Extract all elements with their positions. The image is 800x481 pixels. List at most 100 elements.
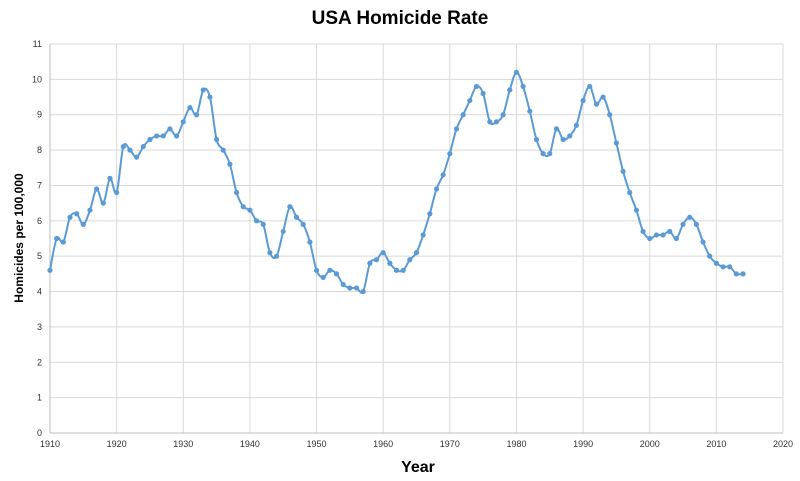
data-point [194, 112, 200, 118]
series-line [49, 71, 744, 294]
data-point [140, 143, 146, 150]
data-point [67, 214, 73, 220]
data-point [633, 207, 640, 213]
data-point [114, 189, 120, 196]
x-tick-label: 2000 [640, 439, 660, 449]
data-point [687, 214, 693, 220]
data-point [380, 250, 386, 256]
data-point [607, 112, 613, 118]
data-point [647, 235, 653, 242]
data-point [453, 126, 460, 132]
series-layer [47, 69, 746, 295]
y-tick-label: 4 [37, 287, 42, 297]
data-point [360, 288, 366, 295]
gridlines [50, 43, 784, 433]
data-point [353, 285, 360, 291]
data-point [613, 140, 620, 146]
data-point [60, 239, 66, 245]
x-tick-label: 1920 [107, 439, 127, 449]
data-point [593, 101, 600, 107]
data-point [487, 119, 493, 125]
data-point [707, 253, 713, 259]
data-point [333, 271, 340, 277]
data-point [447, 151, 453, 157]
y-tick-label: 9 [37, 110, 42, 120]
data-point [287, 204, 293, 210]
x-axis-tick-labels: 1910 1920 1930 1940 1950 1960 1970 1980 1990 2000… [40, 439, 793, 449]
x-tick-label: 1910 [40, 439, 60, 449]
y-axis-title: Homicides per 100,000 [12, 173, 26, 303]
data-point [187, 105, 193, 111]
data-point [400, 267, 406, 273]
x-axis-title: Year [401, 459, 435, 476]
x-tick-label: 2020 [773, 439, 793, 449]
data-point [300, 221, 306, 227]
y-tick-label: 0 [37, 428, 42, 438]
y-tick-label: 7 [37, 180, 42, 190]
data-point [727, 264, 733, 270]
data-point [180, 119, 186, 125]
x-tick-label: 1980 [506, 439, 526, 449]
data-point [280, 228, 286, 235]
y-tick-label: 5 [37, 251, 42, 261]
data-point [673, 235, 679, 242]
x-tick-label: 2010 [706, 439, 726, 449]
data-point [640, 228, 646, 235]
data-point [653, 232, 659, 238]
data-point [527, 108, 533, 114]
data-point [120, 143, 126, 150]
y-tick-label: 8 [37, 145, 42, 155]
data-point [174, 133, 180, 139]
data-point [307, 239, 313, 245]
data-point [733, 271, 739, 277]
x-tick-label: 1940 [240, 439, 260, 449]
data-point [373, 257, 380, 263]
data-point [740, 271, 746, 277]
x-tick-label: 1970 [440, 439, 460, 449]
chart-title: USA Homicide Rate [312, 8, 489, 29]
y-tick-label: 11 [33, 39, 42, 49]
data-point [134, 154, 140, 160]
data-point [80, 221, 86, 227]
data-point [247, 207, 253, 213]
data-point [407, 257, 413, 263]
data-point [553, 126, 560, 132]
x-tick-label: 1960 [373, 439, 393, 449]
data-point [520, 83, 526, 90]
data-point [213, 136, 220, 143]
data-point [54, 235, 60, 242]
data-point [467, 97, 473, 104]
data-point [480, 90, 486, 97]
data-point [154, 133, 160, 139]
data-point [227, 161, 233, 167]
data-point [167, 126, 173, 132]
data-point [74, 211, 80, 217]
data-point [313, 267, 320, 273]
data-point [100, 200, 106, 206]
data-point [240, 204, 246, 210]
data-point [327, 267, 333, 273]
y-tick-label: 10 [32, 74, 42, 84]
x-tick-label: 1930 [173, 439, 193, 449]
data-point [680, 221, 686, 227]
data-point [440, 172, 446, 178]
data-point [540, 151, 546, 157]
data-point [660, 232, 666, 238]
data-point [253, 218, 260, 224]
data-point [567, 133, 573, 139]
data-point [393, 267, 400, 273]
data-point [667, 228, 673, 235]
y-tick-label: 3 [37, 322, 42, 332]
data-point [207, 94, 213, 100]
data-point [493, 119, 500, 125]
data-point [427, 211, 433, 217]
data-point [700, 239, 706, 245]
y-tick-label: 6 [37, 216, 42, 226]
data-point [267, 250, 273, 256]
data-point [127, 147, 133, 153]
data-point [620, 168, 626, 174]
data-point [500, 112, 506, 118]
data-point [573, 122, 580, 128]
